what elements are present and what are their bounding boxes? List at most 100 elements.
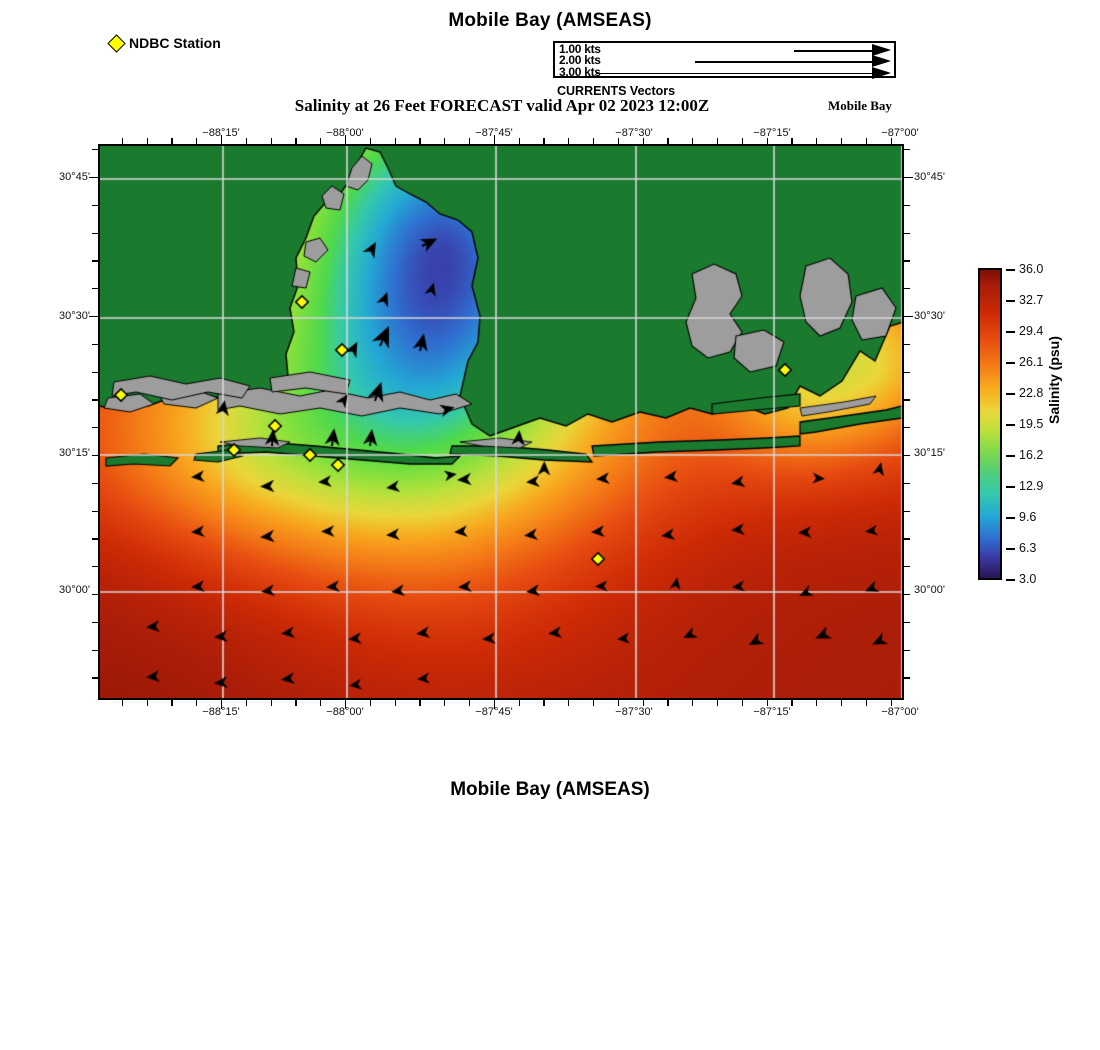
- x-axis-tick-mark: [345, 700, 347, 709]
- y-axis-tick-mark: [89, 316, 98, 318]
- x-axis-tick-mark: [865, 700, 867, 706]
- y-axis-tick-mark: [92, 149, 98, 151]
- colorbar-tick: [1006, 455, 1015, 457]
- x-axis-tick-mark: [717, 700, 719, 706]
- x-axis-tick-mark: [146, 138, 148, 144]
- y-axis-tick-mark: [904, 343, 910, 345]
- y-axis-tick-mark: [904, 538, 910, 540]
- x-axis-tick-mark: [245, 138, 247, 144]
- y-axis-tick-mark: [904, 621, 910, 623]
- y-axis-tick-label: 30°30': [59, 310, 90, 322]
- colorbar-gradient: [980, 270, 1000, 578]
- x-axis-tick-mark: [121, 138, 123, 144]
- vector-legend-row: 1.00 kts: [555, 43, 894, 56]
- x-axis-tick-label: −87°15': [753, 706, 791, 718]
- x-axis-tick-label: −88°00': [326, 706, 364, 718]
- ndbc-station-legend: NDBC Station: [107, 33, 221, 53]
- colorbar-tick: [1006, 424, 1015, 426]
- x-axis-tick-mark: [593, 138, 595, 144]
- x-axis-tick-mark: [171, 700, 173, 706]
- y-axis-tick-mark: [92, 288, 98, 290]
- vector-legend-line: [695, 61, 872, 63]
- colorbar-tick-label: 29.4: [1019, 324, 1044, 338]
- x-axis-tick-mark: [394, 700, 396, 706]
- x-axis-tick-mark: [444, 138, 446, 144]
- colorbar-tick: [1006, 269, 1015, 271]
- chart-subtitle: Salinity at 26 Feet FORECAST valid Apr 0…: [294, 96, 710, 115]
- vector-legend-label: 3.00 kts: [559, 64, 601, 79]
- x-axis-tick-mark: [766, 700, 768, 706]
- map-plot-area[interactable]: [98, 144, 904, 700]
- x-axis-tick-label: −87°30': [615, 127, 653, 139]
- y-axis-tick-mark: [92, 204, 98, 206]
- x-axis-tick-mark: [692, 138, 694, 144]
- x-axis-tick-mark: [890, 138, 892, 144]
- x-axis-tick-mark: [493, 135, 495, 144]
- x-axis-tick-mark: [816, 138, 818, 144]
- x-axis-tick-label: −88°15': [202, 127, 240, 139]
- y-axis-tick-mark: [92, 399, 98, 401]
- vector-legend-line: [794, 50, 872, 52]
- colorbar-tick: [1006, 393, 1015, 395]
- x-axis-tick-mark: [469, 700, 471, 706]
- y-axis-tick-label: 30°45': [914, 171, 945, 183]
- x-axis-tick-mark: [841, 700, 843, 706]
- colorbar-tick: [1006, 548, 1015, 550]
- x-axis-tick-label: −87°45': [475, 127, 513, 139]
- x-axis-tick-label: −87°15': [753, 127, 791, 139]
- colorbar-tick: [1006, 517, 1015, 519]
- x-axis-tick-mark: [667, 138, 669, 144]
- x-axis-tick-mark: [568, 700, 570, 706]
- x-axis-tick-mark: [642, 138, 644, 144]
- region-label: Mobile Bay: [828, 98, 892, 113]
- y-axis-tick-mark: [92, 677, 98, 679]
- y-axis-tick-label: 30°45': [59, 171, 90, 183]
- y-axis-tick-mark: [904, 204, 910, 206]
- y-axis-tick-label: 30°15': [914, 447, 945, 459]
- x-axis-tick-mark: [270, 700, 272, 706]
- y-axis-tick-mark: [904, 177, 913, 179]
- y-axis-tick-label: 30°30': [914, 310, 945, 322]
- y-axis-tick-label: 30°00': [59, 584, 90, 596]
- colorbar-tick: [1006, 331, 1015, 333]
- colorbar-tick-label: 32.7: [1019, 293, 1044, 307]
- x-axis-tick-mark: [568, 138, 570, 144]
- y-axis-tick-mark: [904, 649, 910, 651]
- x-axis-tick-mark: [890, 700, 892, 706]
- colorbar-tick: [1006, 362, 1015, 364]
- x-axis-tick-mark: [841, 138, 843, 144]
- x-axis-tick-mark: [320, 700, 322, 706]
- y-axis-tick-mark: [89, 177, 98, 179]
- x-axis-tick-mark: [245, 700, 247, 706]
- vector-legend-arrowhead-icon: [872, 55, 891, 68]
- colorbar-tick-label: 12.9: [1019, 479, 1044, 493]
- currents-vector-legend: 1.00 kts 2.00 kts 3.00 kts: [553, 41, 896, 79]
- y-axis-tick-mark: [904, 371, 910, 373]
- x-axis-tick-mark: [369, 700, 371, 706]
- x-axis-tick-label: −87°30': [615, 706, 653, 718]
- x-axis-tick-mark: [419, 700, 421, 706]
- y-axis-tick-mark: [92, 621, 98, 623]
- x-axis-tick-mark: [171, 138, 173, 144]
- x-axis-tick-mark: [518, 138, 520, 144]
- x-axis-tick-mark: [741, 138, 743, 144]
- x-axis-tick-mark: [766, 138, 768, 144]
- y-axis-tick-mark: [904, 677, 910, 679]
- x-axis-tick-mark: [295, 700, 297, 706]
- x-axis-tick-mark: [543, 138, 545, 144]
- y-axis-tick-mark: [904, 288, 910, 290]
- colorbar-tick-label: 6.3: [1019, 541, 1037, 555]
- y-axis-tick-mark: [904, 566, 910, 568]
- colorbar-tick: [1006, 486, 1015, 488]
- x-axis-tick-mark: [369, 138, 371, 144]
- x-axis-tick-mark: [593, 700, 595, 706]
- y-axis-tick-mark: [92, 427, 98, 429]
- vector-legend-label: 2.00 kts: [559, 53, 601, 68]
- colorbar-tick: [1006, 300, 1015, 302]
- x-axis-tick-label: −87°45': [475, 706, 513, 718]
- y-axis-tick-mark: [904, 232, 910, 234]
- y-axis-tick-mark: [904, 427, 910, 429]
- x-axis-tick-mark: [518, 700, 520, 706]
- y-axis-tick-mark: [92, 343, 98, 345]
- ndbc-station-legend-label: NDBC Station: [129, 35, 221, 51]
